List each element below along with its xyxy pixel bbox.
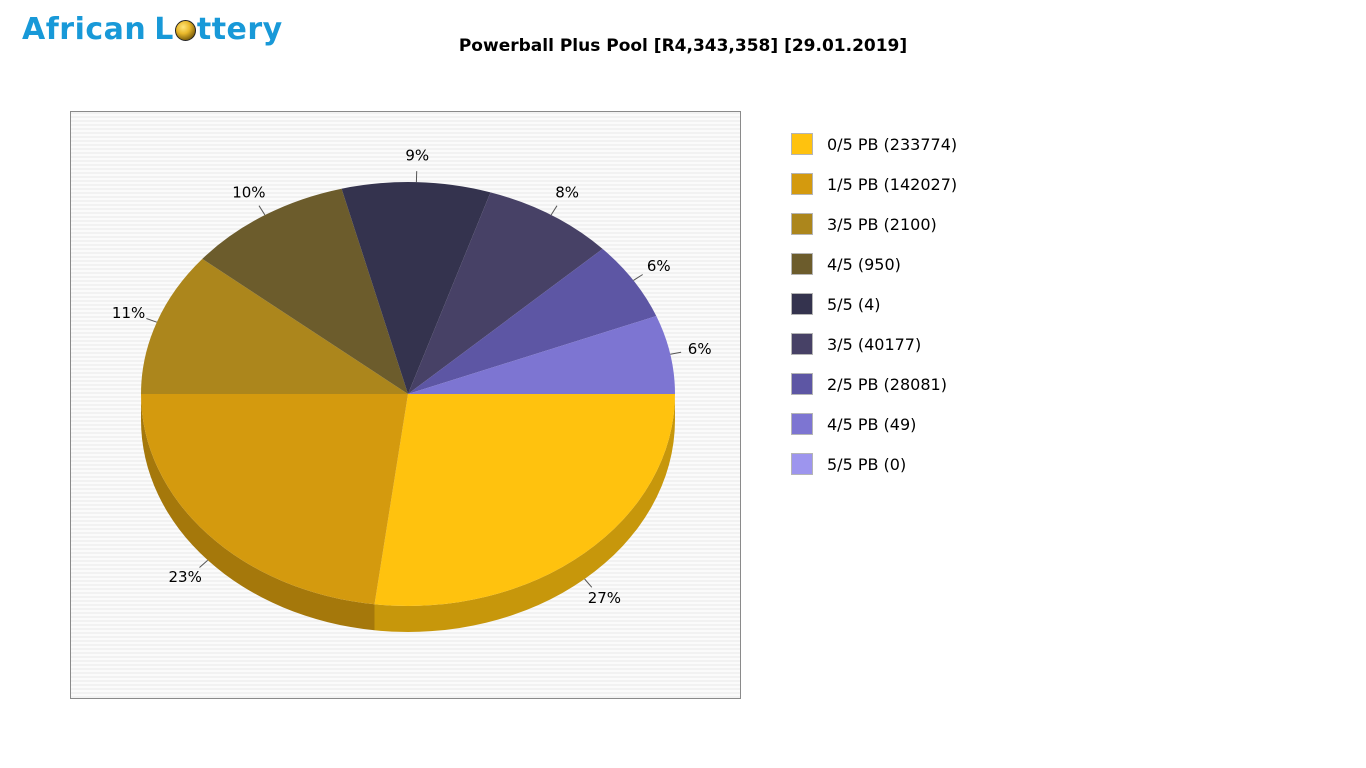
pie-slice — [202, 188, 408, 394]
legend-item: 2/5 PB (28081) — [791, 364, 957, 404]
legend-label: 4/5 PB (49) — [827, 414, 917, 434]
legend-label: 5/5 (4) — [827, 294, 881, 314]
chart-title: Powerball Plus Pool [R4,343,358] [29.01.… — [458, 36, 908, 56]
pie-chart-svg: 27% 23% 11% 10% 9% 8% 6% 6% — [112, 147, 712, 632]
pie-percent-label: 23% — [169, 568, 202, 586]
pie-slice — [408, 316, 675, 394]
pie-slice — [341, 182, 491, 394]
legend-item: 3/5 PB (2100) — [791, 204, 957, 244]
legend-label: 3/5 (40177) — [827, 334, 922, 354]
pie-percent-label: 6% — [688, 340, 712, 358]
pie-slice — [141, 394, 408, 605]
legend-swatch — [791, 453, 813, 475]
legend-swatch — [791, 173, 813, 195]
legend-item: 0/5 PB (233774) — [791, 124, 957, 164]
legend-swatch — [791, 213, 813, 235]
pie-percent-label: 11% — [112, 304, 145, 322]
logo-text-l: L — [154, 12, 174, 47]
legend-item: 4/5 PB (49) — [791, 404, 957, 444]
logo-text-ttery: ttery — [196, 12, 283, 47]
pie-percent-label: 6% — [647, 257, 671, 275]
pie-percent-label: 10% — [232, 184, 265, 202]
legend-swatch — [791, 373, 813, 395]
pie-percent-label: 27% — [588, 589, 621, 607]
legend-swatch — [791, 293, 813, 315]
legend-label: 4/5 (950) — [827, 254, 901, 274]
chart-panel: 27% 23% 11% 10% 9% 8% 6% 6% — [70, 111, 741, 699]
legend-swatch — [791, 253, 813, 275]
pie-label-tick — [550, 205, 558, 216]
pie-label-tick — [633, 274, 643, 281]
pie-percent-label: 9% — [405, 147, 429, 165]
legend-swatch — [791, 333, 813, 355]
legend-swatch — [791, 413, 813, 435]
legend-item: 4/5 (950) — [791, 244, 957, 284]
pie-label-tick — [199, 559, 209, 568]
pie-label-tick — [146, 318, 157, 323]
lottery-ball-icon — [174, 20, 196, 41]
legend-label: 1/5 PB (142027) — [827, 174, 958, 194]
legend-item: 5/5 (4) — [791, 284, 957, 324]
pie-label-tick — [584, 578, 593, 588]
legend-label: 2/5 PB (28081) — [827, 374, 947, 394]
pie-slice — [141, 394, 375, 631]
logo-text-african: African — [22, 12, 147, 47]
legend-swatch — [791, 133, 813, 155]
pie-label-tick — [670, 351, 682, 355]
pie-slice — [141, 258, 408, 394]
legend-item: 3/5 (40177) — [791, 324, 957, 364]
legend-label: 3/5 PB (2100) — [827, 214, 937, 234]
legend: 0/5 PB (233774) 1/5 PB (142027) 3/5 PB (21… — [791, 124, 957, 484]
pie-percent-label: 8% — [555, 184, 579, 202]
legend-item: 1/5 PB (142027) — [791, 164, 957, 204]
pie-label-tick — [258, 205, 266, 216]
pie-slice — [408, 248, 657, 394]
legend-label: 5/5 PB (0) — [827, 454, 907, 474]
pie-slice — [408, 192, 603, 394]
legend-label: 0/5 PB (233774) — [827, 134, 958, 154]
pie-slice — [374, 394, 675, 606]
legend-item: 5/5 PB (0) — [791, 444, 957, 484]
pie-slice — [374, 394, 675, 632]
